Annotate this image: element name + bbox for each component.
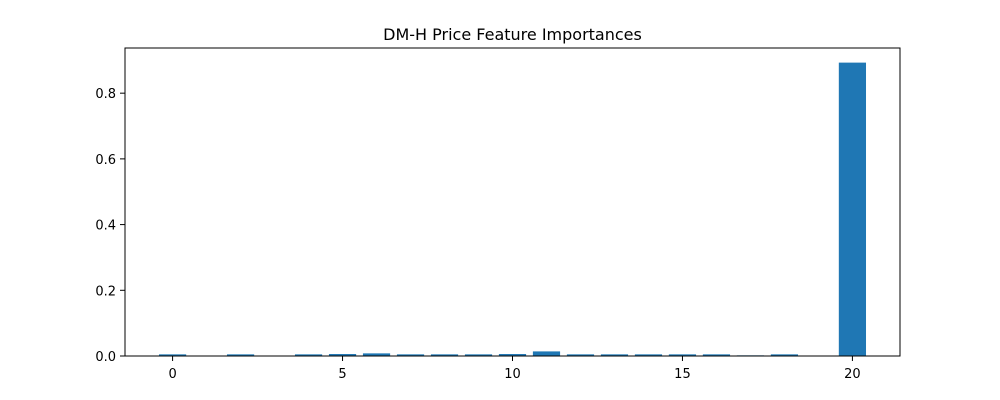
y-tick-label: 0.6 xyxy=(95,153,116,168)
chart-title: DM-H Price Feature Importances xyxy=(383,25,642,44)
x-tick-label: 20 xyxy=(844,367,861,382)
x-tick-label: 0 xyxy=(168,367,176,382)
bar-18 xyxy=(770,354,799,356)
y-axis: 0.0 0.2 0.4 0.6 0.8 xyxy=(95,87,125,365)
y-tick-label: 0.2 xyxy=(95,284,116,299)
bar-4 xyxy=(294,354,323,356)
y-tick-label: 0.4 xyxy=(95,219,116,234)
bar-20 xyxy=(838,62,867,357)
x-tick-label: 5 xyxy=(338,367,346,382)
x-axis: 0 5 10 15 20 xyxy=(168,356,861,382)
x-tick-label: 10 xyxy=(504,367,521,382)
y-tick-label: 0.8 xyxy=(95,87,116,102)
bar-10 xyxy=(498,354,527,356)
bar-16 xyxy=(702,354,731,356)
bar-11 xyxy=(532,351,561,356)
bar-14 xyxy=(634,354,663,356)
x-tick-label: 15 xyxy=(674,367,691,382)
bar-12 xyxy=(566,354,595,356)
bar-6 xyxy=(362,353,391,356)
bar-7 xyxy=(396,354,425,356)
bar-2 xyxy=(226,354,255,356)
bar-8 xyxy=(430,354,459,356)
bar-13 xyxy=(600,354,629,356)
bar-9 xyxy=(464,354,493,356)
bar-15 xyxy=(668,354,697,356)
y-tick-label: 0.0 xyxy=(95,350,116,365)
axes-frame xyxy=(124,47,901,357)
bar-0 xyxy=(158,354,187,356)
bar-5 xyxy=(328,354,357,356)
bars-group xyxy=(158,62,867,357)
